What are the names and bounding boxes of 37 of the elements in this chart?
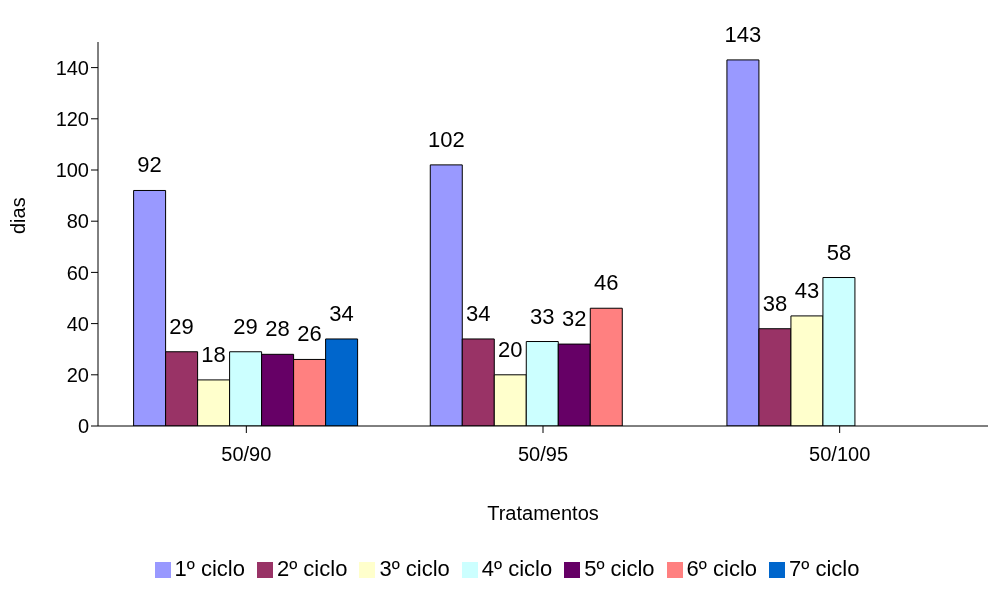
- x-tick-label: 50/90: [221, 443, 272, 466]
- data-label: 143: [724, 21, 762, 47]
- data-label: 32: [562, 306, 587, 332]
- y-tick-label: 100: [55, 159, 89, 182]
- legend-label: 7º ciclo: [789, 556, 860, 581]
- x-tick-label: 50/100: [809, 443, 871, 466]
- data-label: 34: [466, 300, 491, 326]
- data-label: 43: [794, 277, 820, 303]
- data-label: 92: [137, 152, 162, 178]
- data-label: 34: [329, 300, 354, 326]
- data-label: 29: [169, 313, 194, 339]
- y-tick-label: 60: [66, 261, 89, 284]
- data-label: 28: [265, 316, 290, 342]
- legend-label: 1º ciclo: [174, 556, 245, 581]
- data-label: 33: [530, 303, 555, 329]
- data-label: 20: [498, 336, 523, 362]
- y-tick-label: 20: [66, 363, 89, 386]
- data-label: 26: [297, 321, 322, 347]
- y-tick-label: 120: [55, 107, 89, 130]
- data-label: 58: [826, 239, 852, 265]
- legend-label: 3º ciclo: [379, 556, 450, 581]
- y-tick-label: 0: [77, 415, 89, 438]
- x-tick-label: 50/95: [517, 443, 569, 466]
- legend-label: 4º ciclo: [481, 556, 553, 581]
- y-tick-label: 140: [55, 56, 89, 79]
- data-label: 38: [762, 290, 788, 316]
- data-label: 29: [233, 313, 258, 339]
- y-tick-label: 80: [66, 210, 89, 233]
- y-axis-title: dias: [7, 197, 30, 234]
- data-label: 18: [201, 341, 226, 367]
- x-axis-title: Tratamentos: [487, 502, 599, 524]
- legend-label: 6º ciclo: [686, 556, 758, 581]
- y-tick-label: 40: [66, 312, 89, 335]
- legend-label: 5º ciclo: [584, 556, 655, 581]
- data-label: 102: [427, 126, 465, 152]
- legend-label: 2º ciclo: [276, 556, 348, 581]
- data-label: 46: [594, 270, 619, 296]
